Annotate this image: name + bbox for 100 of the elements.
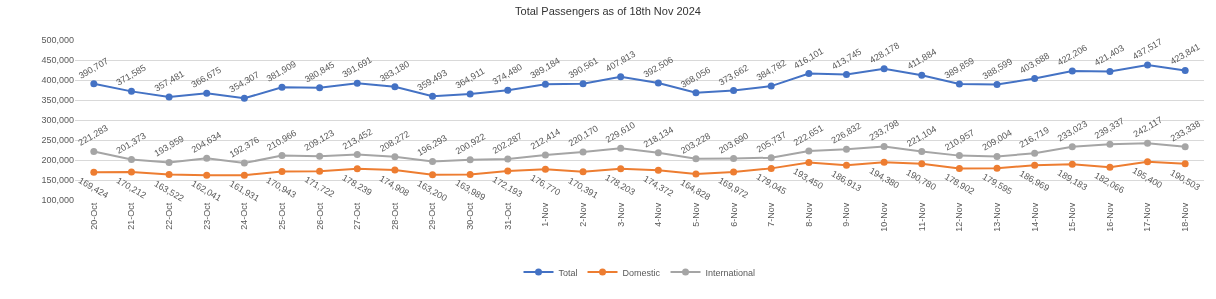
point bbox=[579, 148, 587, 156]
point bbox=[1181, 143, 1189, 151]
x-tick-label: 16-Nov bbox=[1104, 202, 1115, 232]
y-tick-label: 500,000 bbox=[41, 35, 74, 46]
point bbox=[316, 84, 324, 92]
point bbox=[278, 83, 286, 91]
point bbox=[90, 168, 98, 176]
point bbox=[842, 71, 850, 78]
point bbox=[165, 93, 173, 101]
point bbox=[90, 80, 98, 88]
x-tick-label: 12-Nov bbox=[954, 202, 965, 232]
y-tick-label: 150,000 bbox=[41, 175, 74, 186]
point bbox=[240, 159, 248, 167]
point bbox=[692, 170, 700, 178]
point bbox=[466, 170, 474, 178]
y-tick-label: 300,000 bbox=[41, 115, 74, 126]
point bbox=[278, 152, 286, 160]
point bbox=[391, 166, 399, 174]
point bbox=[353, 79, 361, 87]
point bbox=[579, 168, 587, 176]
point bbox=[730, 87, 738, 95]
point bbox=[203, 89, 211, 97]
x-tick-label: 17-Nov bbox=[1142, 202, 1153, 232]
point bbox=[579, 80, 587, 88]
x-tick-label: 11-Nov bbox=[916, 202, 927, 232]
legend-label: Domestic bbox=[622, 267, 661, 278]
legend-label: Total bbox=[558, 267, 578, 278]
point bbox=[504, 167, 512, 175]
x-tick-label: 22-Oct bbox=[164, 202, 175, 230]
x-tick-label: 7-Nov bbox=[766, 202, 777, 227]
x-tick-label: 20-Oct bbox=[88, 202, 99, 230]
y-tick-label: 200,000 bbox=[41, 155, 74, 166]
point bbox=[918, 148, 926, 156]
point bbox=[127, 168, 135, 176]
x-tick-label: 25-Oct bbox=[276, 202, 287, 230]
point bbox=[730, 155, 738, 163]
x-tick-label: 2-Nov bbox=[577, 202, 588, 227]
point bbox=[1106, 67, 1114, 75]
point bbox=[90, 147, 98, 155]
x-tick-label: 1-Nov bbox=[540, 202, 551, 227]
point bbox=[805, 70, 813, 78]
point bbox=[767, 164, 775, 172]
point bbox=[240, 171, 248, 179]
point bbox=[1031, 161, 1039, 169]
point bbox=[955, 164, 963, 172]
point bbox=[1068, 67, 1076, 75]
point bbox=[654, 79, 662, 87]
x-tick-label: 4-Nov bbox=[653, 202, 664, 227]
x-tick-label: 18-Nov bbox=[1180, 202, 1191, 232]
x-tick-label: 10-Nov bbox=[879, 202, 890, 232]
point bbox=[993, 152, 1001, 160]
point bbox=[1068, 143, 1076, 151]
point bbox=[278, 168, 286, 176]
point bbox=[203, 154, 211, 162]
x-tick-label: 31-Oct bbox=[502, 202, 513, 230]
x-tick-label: 30-Oct bbox=[465, 202, 476, 230]
point bbox=[504, 86, 512, 94]
point bbox=[353, 151, 361, 159]
point bbox=[541, 80, 549, 88]
point bbox=[127, 87, 135, 95]
point bbox=[730, 168, 738, 176]
x-tick-label: 15-Nov bbox=[1067, 202, 1078, 232]
x-tick-label: 3-Nov bbox=[615, 202, 626, 227]
point bbox=[880, 142, 888, 150]
point bbox=[391, 83, 399, 91]
x-tick-label: 26-Oct bbox=[314, 202, 325, 230]
point bbox=[767, 82, 775, 90]
point bbox=[165, 158, 173, 166]
point bbox=[429, 157, 437, 165]
point bbox=[993, 164, 1001, 172]
x-tick-label: 9-Nov bbox=[841, 202, 852, 227]
point bbox=[391, 153, 399, 161]
point bbox=[353, 165, 361, 173]
point bbox=[466, 156, 474, 164]
point bbox=[1068, 160, 1076, 168]
point bbox=[127, 155, 135, 163]
point bbox=[1144, 158, 1152, 166]
point bbox=[955, 152, 963, 160]
y-tick-label: 100,000 bbox=[41, 195, 74, 206]
point bbox=[654, 149, 662, 157]
point bbox=[203, 171, 211, 179]
point bbox=[1031, 75, 1039, 83]
y-tick-label: 450,000 bbox=[41, 55, 74, 66]
x-tick-label: 24-Oct bbox=[239, 202, 250, 230]
point bbox=[842, 145, 850, 153]
x-tick-label: 8-Nov bbox=[803, 202, 814, 227]
point bbox=[692, 155, 700, 163]
point bbox=[617, 73, 625, 81]
point bbox=[918, 71, 926, 79]
point bbox=[805, 159, 813, 167]
point bbox=[316, 167, 324, 175]
point bbox=[842, 161, 850, 169]
y-tick-label: 350,000 bbox=[41, 95, 74, 106]
point bbox=[880, 158, 888, 166]
point bbox=[654, 166, 662, 174]
x-tick-label: 29-Oct bbox=[427, 202, 438, 230]
x-tick-label: 27-Oct bbox=[352, 202, 363, 230]
point bbox=[504, 155, 512, 163]
x-tick-label: 14-Nov bbox=[1029, 202, 1040, 232]
point bbox=[1181, 66, 1189, 74]
